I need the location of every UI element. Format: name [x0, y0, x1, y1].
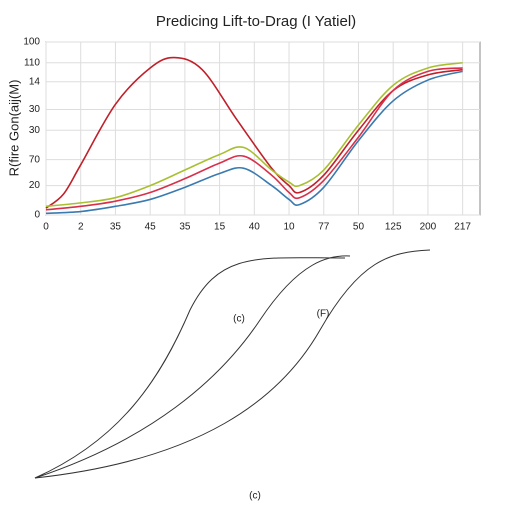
x-tick-label: 217 — [454, 222, 471, 233]
x-tick-label: 10 — [283, 222, 295, 233]
x-tick-label: 35 — [110, 222, 122, 233]
x-tick-label: 125 — [385, 222, 402, 233]
y-tick-label: 100 — [23, 37, 40, 48]
x-tick-label: 15 — [214, 222, 226, 233]
x-tick-label: 200 — [420, 222, 437, 233]
x-tick-label: 2 — [78, 222, 84, 233]
diagram-label: (c) — [249, 491, 261, 502]
y-tick-label: 14 — [29, 76, 41, 87]
x-tick-label: 40 — [249, 222, 261, 233]
y-tick-label: 0 — [34, 210, 40, 221]
y-tick-label: 20 — [29, 180, 41, 191]
y-tick-label: 70 — [29, 154, 41, 165]
y-tick-label: 30 — [29, 104, 41, 115]
y-axis-label: R(fire Gon(aij(M) — [6, 80, 21, 177]
diagram — [34, 249, 431, 479]
x-tick-label: 77 — [318, 222, 330, 233]
x-tick-label: 0 — [43, 222, 49, 233]
line-series — [45, 70, 463, 215]
line-series — [45, 56, 463, 209]
diagram-label: (F) — [317, 309, 330, 320]
y-tick-label: 110 — [24, 57, 40, 68]
plot-frame — [45, 41, 481, 216]
y-tick-label: 30 — [29, 125, 41, 136]
chart-title: Predicing Lift-to-Drag (I Yatiel) — [156, 13, 356, 30]
diagram-curve — [34, 257, 346, 479]
line-series — [45, 61, 463, 208]
x-tick-label: 50 — [353, 222, 365, 233]
x-tick-label: 45 — [145, 222, 157, 233]
line-series — [45, 67, 463, 211]
diagram-label: (c) — [233, 314, 245, 325]
diagram-curve — [34, 249, 431, 479]
diagram-curve — [34, 255, 351, 479]
x-tick-label: 35 — [179, 222, 191, 233]
